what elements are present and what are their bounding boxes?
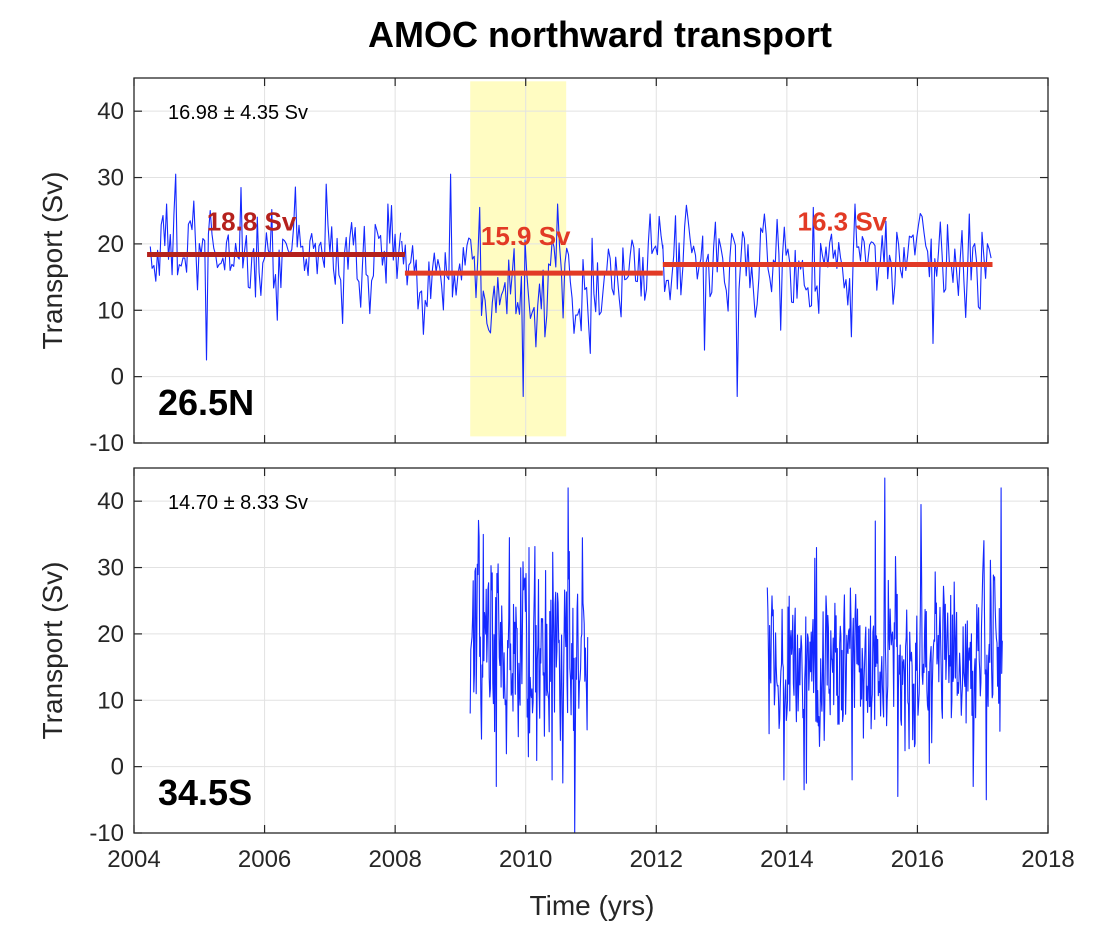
series-line-segment [766, 477, 1003, 801]
y-tick-label: 40 [97, 488, 124, 515]
mean-label: 16.3 Sv [798, 207, 888, 237]
y-tick-label: 0 [111, 364, 124, 391]
y-tick-label: 30 [97, 165, 124, 192]
series-line-segment [469, 487, 589, 834]
x-tick-label: 2012 [630, 846, 683, 873]
y-tick-label: 30 [97, 555, 124, 582]
panel-26-5n: 18.8 Sv 15.9 Sv 16.3 Sv -10 0 10 20 30 40 Transpo… [37, 77, 1049, 457]
x-tick-label: 2018 [1021, 846, 1074, 873]
x-tick-label: 2014 [760, 846, 813, 873]
panel-label: 26.5N [158, 382, 254, 423]
y-axis-label: Transport (Sv) [37, 172, 68, 350]
panel-label: 34.5S [158, 772, 252, 813]
y-tick-label: -10 [89, 430, 124, 457]
axes-box [133, 467, 1049, 834]
y-axis-label: Transport (Sv) [37, 562, 68, 740]
y-tick-label: -10 [89, 820, 124, 847]
stat-annotation: 14.70 ± 8.33 Sv [168, 492, 308, 514]
highlight-band [470, 81, 567, 437]
y-tick-label: 20 [97, 621, 124, 648]
y-tick-label: 0 [111, 754, 124, 781]
series-line-segment [149, 173, 402, 361]
mean-label: 15.9 Sv [481, 221, 571, 251]
x-tick-label: 2016 [891, 846, 944, 873]
y-tick-label: 40 [97, 98, 124, 125]
figure-title: AMOC northward transport [368, 14, 832, 55]
x-tick-label: 2010 [499, 846, 552, 873]
x-axis-label: Time (yrs) [530, 890, 655, 921]
x-tick-label: 2008 [368, 846, 421, 873]
y-tick-label: 10 [97, 297, 124, 324]
axes-box [133, 77, 1049, 444]
series-line-segment [401, 173, 664, 398]
mean-label: 18.8 Sv [207, 207, 297, 237]
x-tick-label: 2006 [238, 846, 291, 873]
x-tick-label: 2004 [107, 846, 160, 873]
y-tick-label: 10 [97, 687, 124, 714]
stat-annotation: 16.98 ± 4.35 Sv [168, 102, 308, 124]
panel-34-5s: -10 0 10 20 30 40 2004 2006 2008 2010 2012 2014 2016… [37, 467, 1075, 873]
y-tick-label: 20 [97, 231, 124, 258]
